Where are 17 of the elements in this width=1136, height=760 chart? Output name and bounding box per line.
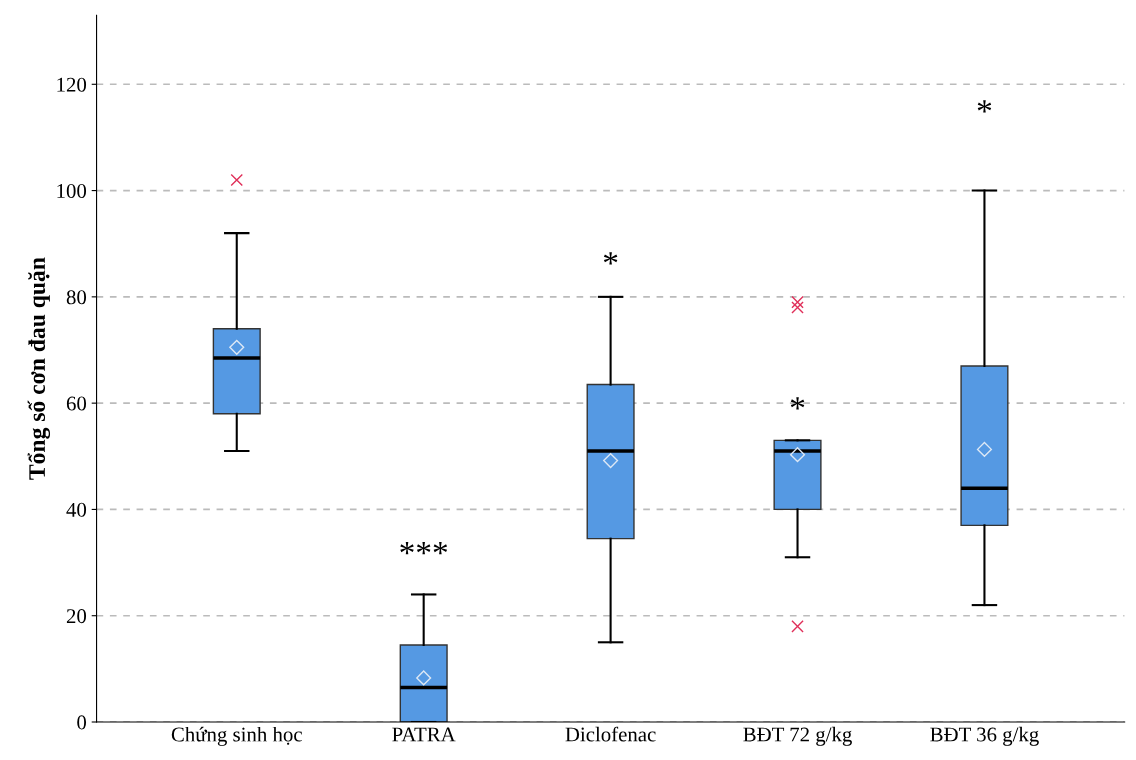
x-tick-label: Diclofenac [565,726,656,742]
y-tick-label: 80 [66,290,87,305]
y-axis-title: Tổng số cơn đau quặn [27,257,51,480]
x-tick-label: PATRA [392,727,456,742]
x-tick-label: Chứng sinh học [171,726,302,746]
annotation: *** [400,542,448,555]
y-tick-label: 60 [66,396,87,411]
y-tick-label: 0 [77,715,87,730]
y-tick-label: 120 [57,77,87,92]
annotation: * [977,100,992,113]
y-tick-label: 100 [57,183,87,198]
annotation: * [790,397,805,410]
y-tick-label: 20 [66,609,87,624]
x-tick-label: BĐT 36 g/kg [930,726,1039,746]
y-tick-label: 40 [66,502,87,517]
x-tick-label: BĐT 72 g/kg [743,726,852,746]
annotation: * [603,252,618,265]
